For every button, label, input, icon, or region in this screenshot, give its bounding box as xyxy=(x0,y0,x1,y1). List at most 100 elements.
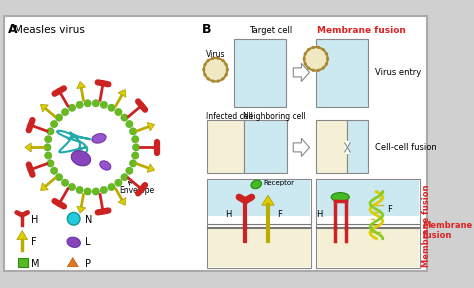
Circle shape xyxy=(307,67,310,70)
Text: H: H xyxy=(316,210,322,219)
Circle shape xyxy=(204,58,228,82)
Bar xyxy=(244,120,287,173)
Circle shape xyxy=(221,77,225,80)
Circle shape xyxy=(92,100,100,107)
Polygon shape xyxy=(41,105,48,112)
Text: Membrane fusion: Membrane fusion xyxy=(317,26,405,35)
Circle shape xyxy=(221,59,225,62)
Text: Measles virus: Measles virus xyxy=(14,25,85,35)
Circle shape xyxy=(51,167,58,174)
Text: Target cell: Target cell xyxy=(249,26,292,35)
Bar xyxy=(347,120,368,173)
Circle shape xyxy=(202,68,205,71)
Polygon shape xyxy=(147,164,155,172)
Circle shape xyxy=(47,128,54,135)
Circle shape xyxy=(132,152,139,159)
Circle shape xyxy=(217,79,220,83)
Circle shape xyxy=(76,101,83,108)
Text: Infected cell: Infected cell xyxy=(206,112,253,121)
Bar xyxy=(317,180,419,216)
Polygon shape xyxy=(25,143,31,152)
Circle shape xyxy=(121,114,128,121)
Circle shape xyxy=(317,69,320,72)
Circle shape xyxy=(100,101,108,108)
Bar xyxy=(208,120,244,173)
Text: Virus entry: Virus entry xyxy=(374,68,421,77)
Bar xyxy=(316,120,347,173)
Circle shape xyxy=(115,109,122,116)
Circle shape xyxy=(45,152,52,159)
Text: N: N xyxy=(85,215,93,225)
Circle shape xyxy=(84,188,91,195)
Circle shape xyxy=(108,104,115,111)
Circle shape xyxy=(84,100,91,107)
Polygon shape xyxy=(118,198,126,205)
Circle shape xyxy=(326,57,329,60)
Circle shape xyxy=(126,120,133,128)
Text: Membrane fusion: Membrane fusion xyxy=(422,185,431,267)
Circle shape xyxy=(304,52,307,55)
Text: Virus: Virus xyxy=(206,50,225,59)
Bar xyxy=(317,228,419,267)
Text: L: L xyxy=(85,237,91,247)
Circle shape xyxy=(68,104,76,111)
Circle shape xyxy=(225,73,228,76)
Circle shape xyxy=(55,114,63,121)
Polygon shape xyxy=(67,258,78,267)
Text: A: A xyxy=(8,23,18,36)
Text: P: P xyxy=(85,259,91,269)
Circle shape xyxy=(76,186,83,194)
Circle shape xyxy=(108,183,115,191)
Circle shape xyxy=(126,167,133,174)
Circle shape xyxy=(132,136,139,143)
Circle shape xyxy=(129,160,137,167)
Polygon shape xyxy=(118,90,126,97)
Circle shape xyxy=(62,179,69,186)
Polygon shape xyxy=(147,122,155,131)
Circle shape xyxy=(68,183,76,191)
Text: H: H xyxy=(31,215,38,225)
Circle shape xyxy=(211,57,215,60)
Circle shape xyxy=(304,62,307,66)
Text: Cell-cell fusion: Cell-cell fusion xyxy=(374,143,437,152)
Polygon shape xyxy=(17,230,27,240)
Circle shape xyxy=(51,120,58,128)
Text: H: H xyxy=(226,210,232,219)
Circle shape xyxy=(225,63,228,66)
Polygon shape xyxy=(41,183,48,190)
Circle shape xyxy=(321,48,325,51)
Circle shape xyxy=(325,52,328,55)
Circle shape xyxy=(307,48,310,51)
Circle shape xyxy=(304,47,328,71)
Bar xyxy=(208,180,310,216)
Ellipse shape xyxy=(92,134,106,143)
Circle shape xyxy=(203,63,207,66)
Circle shape xyxy=(226,68,229,71)
Bar xyxy=(18,258,27,267)
Circle shape xyxy=(47,160,54,167)
Ellipse shape xyxy=(100,161,111,170)
Circle shape xyxy=(321,67,325,70)
Bar xyxy=(208,228,310,267)
Text: Membrane
fusion: Membrane fusion xyxy=(422,221,473,240)
Circle shape xyxy=(45,136,52,143)
Circle shape xyxy=(121,174,128,181)
Polygon shape xyxy=(77,82,86,88)
Circle shape xyxy=(207,59,210,62)
Text: Envelope: Envelope xyxy=(119,181,155,195)
Circle shape xyxy=(217,57,220,60)
Circle shape xyxy=(302,57,306,60)
Circle shape xyxy=(44,144,51,151)
Circle shape xyxy=(211,79,215,83)
Circle shape xyxy=(92,188,100,195)
Ellipse shape xyxy=(331,193,349,202)
Polygon shape xyxy=(293,138,310,156)
Circle shape xyxy=(46,102,137,193)
Bar xyxy=(316,39,368,107)
Circle shape xyxy=(311,69,315,72)
Text: M: M xyxy=(31,259,40,269)
Circle shape xyxy=(311,46,315,49)
Circle shape xyxy=(115,179,122,186)
Ellipse shape xyxy=(251,180,262,189)
Text: Receptor: Receptor xyxy=(264,180,294,186)
